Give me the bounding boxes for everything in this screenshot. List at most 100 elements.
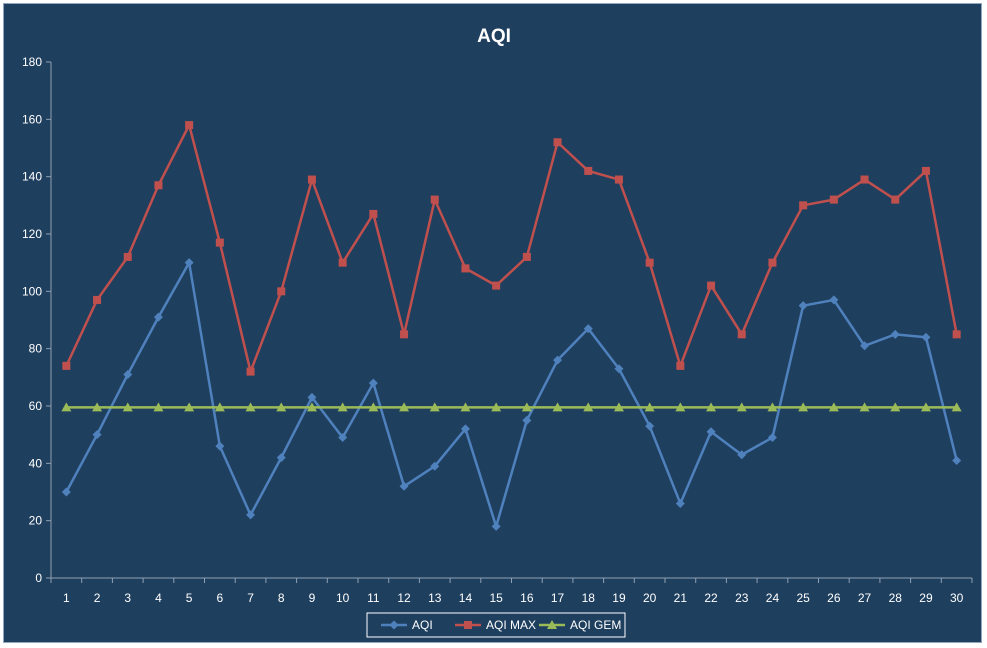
data-point xyxy=(276,453,286,463)
data-point xyxy=(122,402,133,412)
legend-item: AQI GEM xyxy=(539,618,621,632)
data-point xyxy=(767,433,777,443)
data-point xyxy=(430,195,439,204)
x-tick-label: 14 xyxy=(459,591,473,605)
y-tick-label: 140 xyxy=(22,170,42,184)
data-point xyxy=(829,195,838,204)
y-tick-label: 80 xyxy=(29,342,43,356)
data-point xyxy=(306,402,317,412)
data-point xyxy=(614,364,624,374)
y-tick-label: 100 xyxy=(22,284,42,298)
data-point xyxy=(277,287,286,296)
series-aqi xyxy=(61,258,962,531)
data-point xyxy=(547,620,557,629)
data-point xyxy=(429,402,440,412)
x-tick-label: 21 xyxy=(674,591,688,605)
data-point xyxy=(521,402,532,412)
x-tick-label: 30 xyxy=(950,591,964,605)
x-tick-label: 5 xyxy=(186,591,193,605)
data-point xyxy=(92,430,102,440)
data-point xyxy=(921,166,930,175)
data-point xyxy=(522,252,531,261)
legend: AQI AQI MAX AQI GEM xyxy=(366,612,626,638)
x-tick-label: 12 xyxy=(397,591,411,605)
data-point xyxy=(123,252,132,261)
data-point xyxy=(676,361,685,370)
data-point xyxy=(706,402,717,412)
data-point xyxy=(154,181,163,190)
y-tick-label: 20 xyxy=(29,514,43,528)
x-tick-label: 22 xyxy=(704,591,718,605)
data-point xyxy=(553,138,562,147)
data-point xyxy=(736,402,747,412)
x-tick-label: 11 xyxy=(367,591,380,605)
data-point xyxy=(337,402,348,412)
data-point xyxy=(859,402,870,412)
y-tick-label: 180 xyxy=(22,55,42,69)
data-point xyxy=(645,258,654,267)
data-point xyxy=(890,329,900,339)
x-tick-label: 1 xyxy=(63,591,70,605)
data-point xyxy=(338,433,348,443)
series-line xyxy=(65,123,958,373)
data-point xyxy=(153,312,163,322)
data-point xyxy=(552,402,563,412)
series-aqi-max xyxy=(62,121,961,376)
data-point xyxy=(798,301,808,311)
x-tick-label: 28 xyxy=(889,591,903,605)
data-point xyxy=(215,441,225,451)
x-tick-label: 9 xyxy=(309,591,316,605)
legend-label: AQI xyxy=(412,618,433,632)
data-point xyxy=(952,455,962,465)
data-point xyxy=(464,621,472,629)
data-point xyxy=(707,281,716,290)
data-point xyxy=(828,402,839,412)
data-point xyxy=(890,402,901,412)
x-tick-label: 17 xyxy=(551,591,565,605)
data-point xyxy=(369,209,378,218)
legend-label: AQI MAX xyxy=(486,618,536,632)
x-tick-label: 15 xyxy=(489,591,503,605)
data-point xyxy=(184,402,195,412)
data-point xyxy=(460,402,471,412)
data-point xyxy=(675,498,685,508)
series-line xyxy=(65,261,958,528)
y-tick-label: 120 xyxy=(22,227,42,241)
x-tick-label: 19 xyxy=(612,591,626,605)
x-tick-label: 6 xyxy=(217,591,224,605)
data-point xyxy=(737,330,746,339)
data-point xyxy=(644,402,655,412)
data-point xyxy=(245,402,256,412)
y-tick-label: 40 xyxy=(29,456,43,470)
data-point xyxy=(675,402,686,412)
data-point xyxy=(798,402,809,412)
data-point xyxy=(153,402,164,412)
data-point xyxy=(185,121,194,130)
x-tick-label: 4 xyxy=(155,591,162,605)
data-point xyxy=(951,402,962,412)
data-point xyxy=(920,402,931,412)
data-point xyxy=(584,166,593,175)
data-point xyxy=(613,402,624,412)
series-layer xyxy=(61,121,962,531)
data-point xyxy=(93,295,102,304)
data-point xyxy=(614,175,623,184)
data-point xyxy=(61,487,71,497)
x-tick-label: 20 xyxy=(643,591,657,605)
data-point xyxy=(430,461,440,471)
data-point xyxy=(368,378,378,388)
data-point xyxy=(307,392,317,402)
data-point xyxy=(214,402,225,412)
data-point xyxy=(368,402,379,412)
x-tick-label: 27 xyxy=(858,591,872,605)
data-point xyxy=(583,324,593,334)
data-point xyxy=(246,510,256,520)
data-point xyxy=(921,332,931,342)
data-point xyxy=(338,258,347,267)
series-aqi-gem xyxy=(61,402,962,412)
legend-item: AQI xyxy=(381,618,433,632)
x-tick-label: 24 xyxy=(766,591,780,605)
data-point xyxy=(123,369,133,379)
